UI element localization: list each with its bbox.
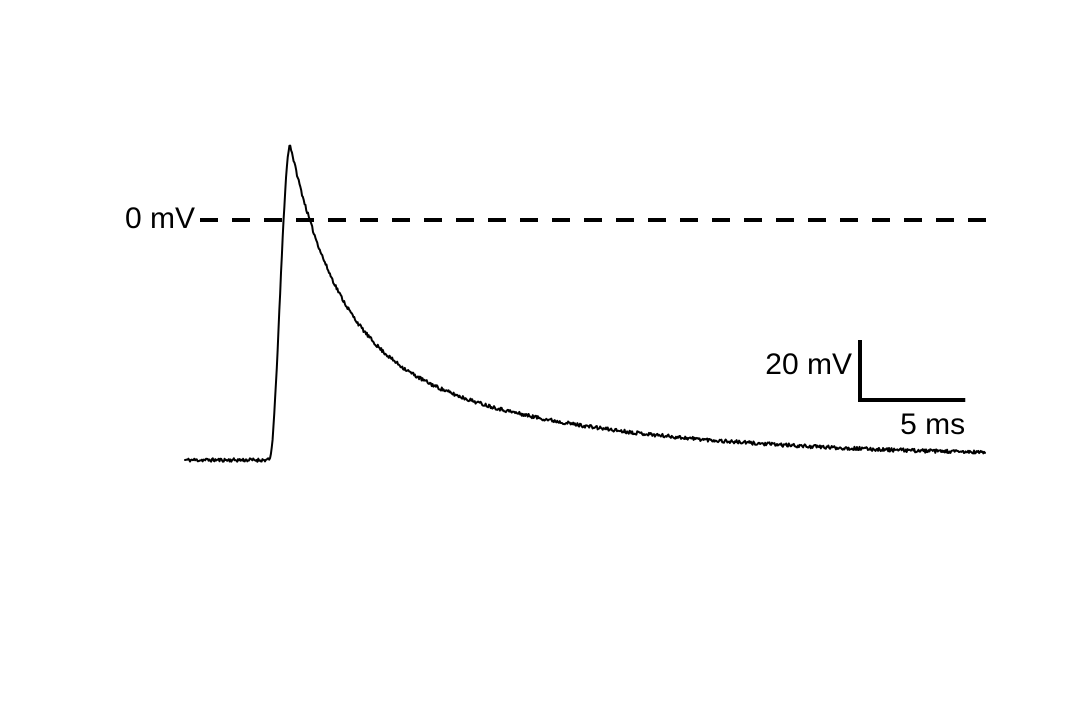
scale-bar-voltage-label: 20 mV [765,348,852,381]
scale-bar [860,340,965,400]
action-potential-figure: 0 mV 20 mV 5 ms [0,0,1077,703]
voltage-trace [185,146,985,462]
zero-mV-label: 0 mV [125,202,195,235]
scale-bar-time-label: 5 ms [900,408,965,441]
